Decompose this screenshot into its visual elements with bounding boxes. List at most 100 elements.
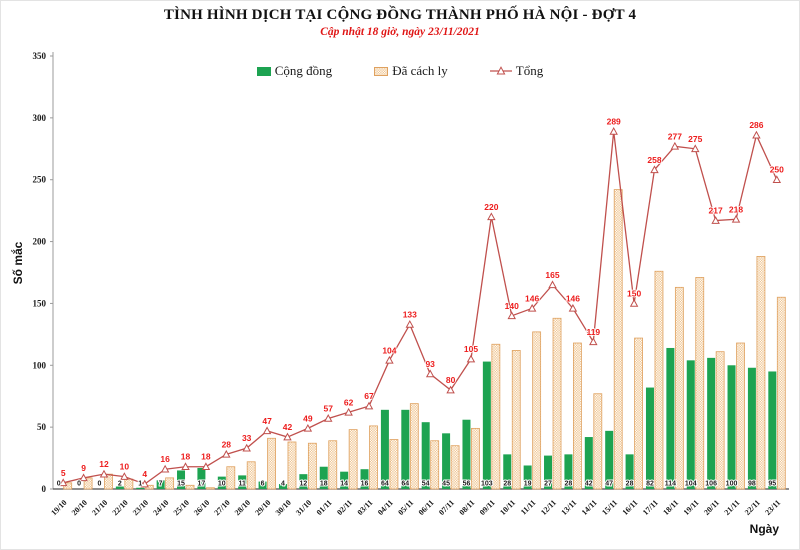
community-value-label: 18 bbox=[320, 481, 328, 488]
bar-quarantined bbox=[267, 437, 276, 490]
community-value-label: 100 bbox=[726, 481, 738, 488]
community-value-label: 114 bbox=[665, 481, 676, 488]
total-marker bbox=[405, 320, 415, 328]
bar-community bbox=[605, 430, 614, 489]
bar-community bbox=[645, 387, 654, 489]
community-value-label: 28 bbox=[626, 481, 634, 488]
bar-community bbox=[340, 471, 349, 489]
x-tick-label: 30/10 bbox=[274, 498, 293, 517]
community-value-label: 54 bbox=[422, 481, 430, 488]
total-value-label: 62 bbox=[344, 397, 354, 407]
community-value-label: 64 bbox=[401, 481, 409, 488]
total-marker bbox=[160, 464, 170, 473]
y-tick-label: 250 bbox=[33, 175, 47, 185]
x-tick-label: 21/10 bbox=[90, 498, 109, 517]
x-tick-label: 23/11 bbox=[763, 498, 782, 517]
bar-community bbox=[360, 469, 369, 489]
community-value-label: 6 bbox=[261, 481, 265, 488]
legend-swatch-quarantined-icon bbox=[374, 66, 389, 76]
total-value-label: 275 bbox=[688, 134, 702, 144]
total-value-label: 16 bbox=[160, 454, 170, 464]
community-value-label: 103 bbox=[481, 481, 493, 488]
community-value-label: 14 bbox=[340, 481, 348, 488]
bar-community bbox=[319, 466, 328, 489]
total-marker bbox=[99, 469, 109, 478]
total-value-label: 33 bbox=[242, 433, 252, 443]
total-marker bbox=[324, 414, 333, 422]
bar-community bbox=[503, 454, 512, 489]
total-value-label: 220 bbox=[484, 202, 498, 212]
bar-community bbox=[177, 470, 186, 489]
bar-community bbox=[564, 454, 573, 489]
x-tick-label: 19/10 bbox=[49, 498, 68, 517]
total-value-label: 67 bbox=[364, 391, 374, 401]
community-value-label: 0 bbox=[98, 481, 102, 488]
y-tick-label: 300 bbox=[33, 113, 47, 123]
x-tick-label: 11/11 bbox=[519, 498, 538, 517]
bar-quarantined bbox=[593, 393, 603, 490]
x-tick-label: 13/11 bbox=[559, 498, 578, 517]
bar-community bbox=[197, 467, 206, 489]
total-marker bbox=[364, 401, 374, 410]
total-marker bbox=[446, 385, 455, 394]
legend-swatch-total-icon bbox=[489, 66, 512, 75]
bar-community bbox=[401, 409, 410, 489]
bar-community bbox=[768, 371, 777, 489]
bar-quarantined bbox=[756, 256, 766, 490]
bar-quarantined bbox=[83, 477, 93, 490]
bar-quarantined bbox=[471, 427, 480, 490]
x-tick-label: 12/11 bbox=[539, 498, 558, 517]
total-value-label: 289 bbox=[607, 116, 621, 126]
legend-label-total: Tổng bbox=[515, 63, 544, 78]
bar-quarantined bbox=[430, 440, 440, 490]
total-value-label: 18 bbox=[201, 452, 211, 462]
total-value-label: 18 bbox=[181, 452, 191, 462]
community-value-label: 28 bbox=[565, 481, 573, 488]
bar-quarantined bbox=[532, 331, 542, 490]
total-marker bbox=[691, 144, 700, 153]
bar-community bbox=[666, 347, 675, 489]
bar-quarantined bbox=[328, 440, 338, 490]
total-value-label: 10 bbox=[120, 462, 130, 472]
chart-title: TÌNH HÌNH DỊCH TẠI CỘNG ĐỒNG THÀNH PHỐ H… bbox=[163, 7, 637, 23]
bar-community bbox=[278, 484, 287, 489]
x-tick-label: 28/10 bbox=[233, 498, 252, 517]
community-value-label: 28 bbox=[503, 481, 511, 488]
bar-community bbox=[584, 437, 593, 489]
y-tick-label: 200 bbox=[33, 237, 47, 247]
community-value-label: 4 bbox=[281, 481, 285, 488]
total-value-label: 5 bbox=[61, 468, 66, 478]
total-marker bbox=[711, 216, 720, 224]
bar-quarantined bbox=[389, 439, 399, 490]
bar-community bbox=[625, 454, 634, 489]
x-tick-label: 16/11 bbox=[621, 498, 640, 517]
bar-community bbox=[686, 360, 695, 489]
bar-quarantined bbox=[206, 487, 215, 490]
total-marker bbox=[629, 298, 639, 307]
total-value-label: 9 bbox=[81, 463, 86, 473]
x-tick-label: 05/11 bbox=[396, 498, 415, 517]
community-value-label: 7 bbox=[159, 481, 163, 488]
x-tick-label: 29/10 bbox=[253, 498, 272, 517]
legend-label-quarantined: Đã cách ly bbox=[392, 63, 448, 78]
total-value-label: 165 bbox=[545, 270, 559, 280]
y-tick-label: 350 bbox=[33, 51, 47, 61]
total-marker bbox=[548, 280, 557, 289]
total-marker bbox=[425, 369, 435, 378]
total-value-label: 258 bbox=[647, 155, 661, 165]
total-marker bbox=[303, 423, 313, 432]
community-value-label: 11 bbox=[238, 481, 246, 488]
x-tick-label: 07/11 bbox=[437, 498, 456, 517]
bar-community bbox=[707, 357, 716, 489]
bar-community bbox=[156, 480, 165, 489]
bar-quarantined bbox=[552, 317, 562, 490]
total-value-label: 140 bbox=[505, 301, 519, 311]
bar-community bbox=[380, 409, 389, 489]
community-value-label: 42 bbox=[585, 481, 593, 488]
bar-quarantined bbox=[246, 461, 256, 490]
chart-subtitle: Cập nhật 18 giờ, ngày 23/11/2021 bbox=[320, 26, 480, 38]
bar-quarantined bbox=[776, 296, 786, 490]
x-tick-label: 26/10 bbox=[192, 498, 211, 517]
